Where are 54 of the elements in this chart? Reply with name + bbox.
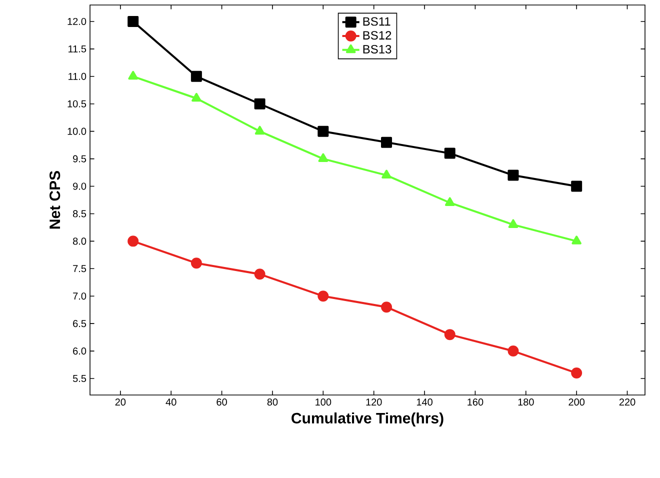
x-axis-title: Cumulative Time(hrs) [292,412,444,426]
point [128,16,139,27]
legend-label: BS13 [363,44,392,54]
y-tick-label: 10.5 [68,100,86,108]
point [190,70,202,82]
x-tick-label: 100 [316,398,332,406]
y-tick-label: 8.0 [73,238,86,245]
point [381,136,392,148]
x-tick-label: 180 [518,398,534,406]
y-tick-label: 6.5 [73,320,86,328]
point [508,170,519,181]
point [318,153,328,162]
y-tick-label: 8.5 [73,210,86,218]
x-tick-label: 40 [166,398,176,406]
point [254,126,265,135]
legend-label: BS12 [363,31,392,40]
y-tick-label: 11.0 [68,72,86,80]
x-tick-label: 60 [216,398,227,406]
point [444,329,456,340]
point [508,219,518,228]
point [192,92,202,102]
x-tick-label: 20 [115,398,126,406]
y-tick-label: 9.0 [73,182,86,190]
point [444,197,455,206]
x-tick-label: 160 [468,398,484,406]
y-tick-label: 7.5 [73,265,86,272]
legend-label: BS11 [363,17,390,26]
y-tick-label: 9.5 [73,155,86,162]
y-tick-label: 5.5 [72,375,86,382]
point [381,302,392,313]
point [128,236,139,247]
y-tick-label: 11.5 [68,45,86,52]
x-tick-label: 80 [267,398,278,406]
point [254,268,266,280]
x-tick-label: 120 [366,398,382,406]
point [318,126,329,137]
y-tick-label: 10.0 [68,128,86,135]
point [190,258,202,269]
point [572,236,582,244]
point [508,346,519,357]
y-tick-label: 7.0 [73,292,86,300]
point [254,98,266,110]
x-tick-label: 220 [619,398,636,406]
y-axis-title: Net CPS [50,171,60,229]
x-tick-label: 140 [416,398,432,406]
point [571,180,582,192]
point [318,290,329,302]
point [128,70,138,80]
point [382,170,392,179]
point [444,148,456,159]
y-tick-label: 12.0 [68,18,86,26]
x-tick-label: 200 [568,398,585,406]
point [571,368,582,379]
y-tick-label: 6.0 [73,348,86,355]
